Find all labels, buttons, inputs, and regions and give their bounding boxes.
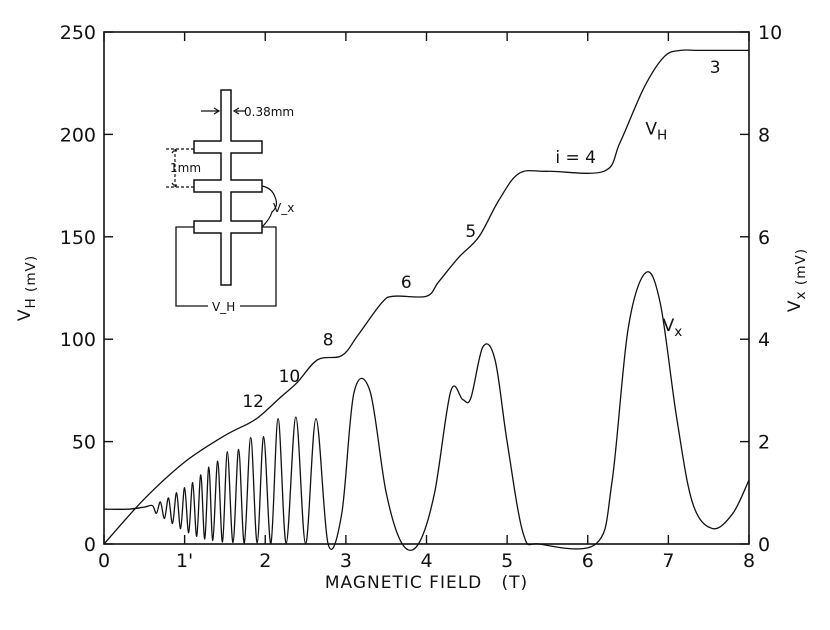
annotation-5: 5 xyxy=(465,222,476,242)
labels-layer: 0 1' 2 3 4 5 6 7 80501001502002500246810MAGNETIC… xyxy=(15,22,809,593)
y-left-tick-label: 250 xyxy=(60,22,96,44)
annotation-12: 12 xyxy=(242,392,264,412)
hall-bar-inset: 0.38mm 1mm V_x V_H xyxy=(166,89,294,314)
y-left-tick-label: 150 xyxy=(60,227,96,249)
x-tick-label: 8 xyxy=(743,550,755,572)
vx-lead xyxy=(261,185,278,228)
width-marker xyxy=(201,107,246,115)
x-axis-title: MAGNETIC FIELD (T) xyxy=(325,573,528,593)
y-right-title-group: Vx (mV) xyxy=(785,248,809,312)
x-tick-label: 7 xyxy=(662,550,674,572)
x-tick-label: 3 xyxy=(340,550,352,572)
plot-frame xyxy=(103,31,750,545)
x-tick-label: 2 xyxy=(259,550,271,572)
width-label: 0.38mm xyxy=(244,105,294,119)
spacing-label: 1mm xyxy=(170,161,201,175)
y-left-axis-title: VH (mV) xyxy=(15,255,39,321)
annotation-i4: i = 4 xyxy=(555,148,596,168)
y-right-tick-label: 0 xyxy=(758,534,770,556)
annotation-8: 8 xyxy=(323,330,334,350)
y-left-tick-label: 0 xyxy=(84,534,96,556)
annotation-vh: VH xyxy=(645,119,667,143)
x-tick-label: 4 xyxy=(420,550,432,572)
annotation-10: 10 xyxy=(279,367,301,387)
x-tick-label: 5 xyxy=(501,550,513,572)
y-left-tick-label: 200 xyxy=(60,124,96,146)
hall-bar-shape xyxy=(193,89,263,286)
x-tick-label: 0 xyxy=(98,550,110,572)
x-tick-label: 6 xyxy=(582,550,594,572)
series-line-vx xyxy=(103,271,750,552)
vh-lead xyxy=(175,226,277,307)
y-right-axis-title: Vx (mV) xyxy=(785,248,809,312)
y-left-title-group: VH (mV) xyxy=(15,255,39,321)
vh-inset-label: V_H xyxy=(212,300,235,314)
vx-inset-label: V_x xyxy=(273,201,294,215)
y-right-tick-label: 4 xyxy=(758,329,770,351)
x-tick-label: 1' xyxy=(176,550,193,572)
series-line-vh xyxy=(103,49,749,545)
y-right-tick-label: 2 xyxy=(758,432,770,454)
y-right-tick-label: 6 xyxy=(758,227,770,249)
y-left-tick-label: 50 xyxy=(72,432,96,454)
ticks-layer xyxy=(103,31,750,545)
y-right-tick-label: 10 xyxy=(758,22,782,44)
series-layer xyxy=(103,49,750,552)
annotation-3: 3 xyxy=(710,58,721,78)
annotation-6: 6 xyxy=(401,273,412,293)
y-left-tick-label: 100 xyxy=(60,329,96,351)
y-right-tick-label: 8 xyxy=(758,124,770,146)
